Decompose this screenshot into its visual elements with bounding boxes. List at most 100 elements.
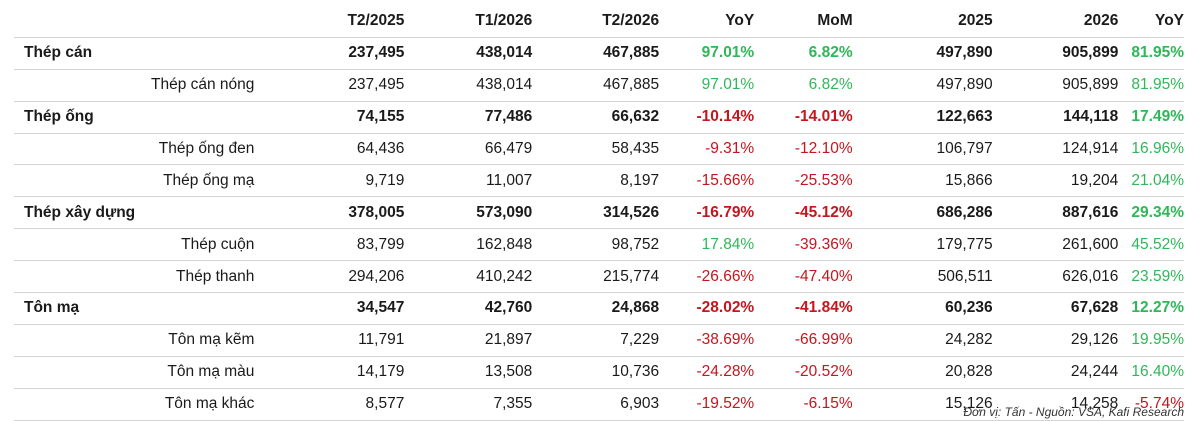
table-cell: 13,508 [404, 356, 533, 389]
row-subcategory-label: Tôn mạ màu [14, 356, 277, 389]
table-cell: 438,014 [404, 37, 533, 70]
row-subcategory-text: Thép cuộn [181, 235, 255, 253]
row-subcategory-text: Thép ống mạ [163, 171, 255, 189]
table-row: Thép ống 74,155 77,486 66,632 -10.14% -14.01%… [14, 101, 1184, 134]
table-cell: 81.95% [1118, 69, 1184, 102]
table-cell: -24.28% [659, 356, 755, 389]
table-cell: 97.01% [659, 37, 755, 70]
table-cell: 29.34% [1118, 196, 1184, 230]
table-cell: 58,435 [532, 133, 660, 166]
table-cell: 23.59% [1118, 260, 1184, 294]
table-cell: 905,899 [992, 37, 1119, 70]
table-row: Thép cán 237,495 438,014 467,885 97.01% 6.82%… [14, 37, 1184, 70]
table-cell: 905,899 [992, 69, 1119, 102]
header-cell-label [14, 6, 277, 38]
table-cell: -12.10% [754, 133, 853, 166]
table-cell: 261,600 [992, 228, 1119, 262]
table-cell: 887,616 [992, 196, 1119, 230]
table-cell: 506,511 [852, 260, 993, 294]
table-cell: 124,914 [992, 133, 1119, 166]
row-subcategory-label: Thép thanh [14, 260, 277, 294]
table-cell: 16.40% [1118, 356, 1184, 389]
header-row: T2/2025 T1/2026 T2/2026 YoY MoM 2025 202… [14, 6, 1184, 38]
table-cell: 19,204 [992, 164, 1119, 198]
table-cell: -45.12% [754, 196, 853, 230]
table-cell: -26.66% [659, 260, 755, 294]
table-cell: 378,005 [276, 196, 405, 230]
row-subcategory-label: Thép cán nóng [14, 69, 277, 102]
row-category-label: Thép cán [14, 37, 277, 70]
table-cell: 67,628 [992, 292, 1119, 325]
table-cell: -47.40% [754, 260, 853, 294]
table-cell: 9,719 [276, 164, 405, 198]
row-subcategory-label: Thép cuộn [14, 228, 277, 262]
table-cell: 66,632 [532, 101, 660, 134]
header-cell-t2-2025: T2/2025 [276, 6, 405, 38]
row-subcategory-label: Tôn mạ khác [14, 388, 277, 421]
header-cell-2025: 2025 [852, 6, 993, 38]
row-subcategory-text: Thép ống đen [158, 140, 255, 157]
table-cell: -66.99% [754, 324, 853, 357]
table-cell: 122,663 [852, 101, 993, 134]
table-cell: 45.52% [1118, 228, 1184, 262]
table-cell: 497,890 [852, 37, 993, 70]
row-subcategory-text: Thép thanh [175, 267, 255, 285]
table-cell: 29,126 [992, 324, 1119, 357]
table-cell: 6,903 [532, 388, 660, 421]
table-row: Thép xây dựng 378,005 573,090 314,526 -16.79… [14, 196, 1184, 230]
header-cell-yoy-year: YoY [1118, 6, 1184, 38]
table-cell: -10.14% [659, 101, 755, 134]
header-cell-t1-2026: T1/2026 [404, 6, 533, 38]
table-cell: 11,007 [404, 164, 533, 198]
table-cell: 8,197 [532, 164, 660, 198]
table-cell: 14,258 [992, 388, 1119, 421]
table-cell: 497,890 [852, 69, 993, 102]
table-cell: 626,016 [992, 260, 1119, 294]
table-cell: 15,866 [852, 164, 993, 198]
table-cell: 7,355 [404, 388, 533, 421]
table-cell: 16.96% [1118, 133, 1184, 166]
table-cell: 12.27% [1118, 292, 1184, 325]
table-cell: 17.49% [1118, 101, 1184, 134]
table-row: Tôn mạ màu 14,179 13,508 10,736 -24.28% -20.5… [14, 356, 1184, 389]
table-cell: 19.95% [1118, 324, 1184, 357]
table-cell: 64,436 [276, 133, 405, 166]
table-cell: 686,286 [852, 196, 993, 230]
table-row: Thép cuộn 83,799 162,848 98,752 17.84% -39.36… [14, 228, 1184, 262]
table-cell: 6.82% [754, 69, 853, 102]
table-cell: -16.79% [659, 196, 755, 230]
table-cell: -15.66% [659, 164, 755, 198]
row-subcategory-text: Tôn mạ khác [164, 395, 255, 413]
table-cell: -14.01% [754, 101, 853, 134]
table-cell: -5.74% [1118, 388, 1184, 421]
table-cell: 97.01% [659, 69, 755, 102]
table-cell: 24,868 [532, 292, 660, 325]
table-cell: 410,242 [404, 260, 533, 294]
table-cell: 8,577 [276, 388, 405, 421]
table-cell: 237,495 [276, 69, 405, 102]
table-cell: 467,885 [532, 37, 660, 70]
table-cell: 237,495 [276, 37, 405, 70]
table-cell: 83,799 [276, 228, 405, 262]
table-cell: 14,179 [276, 356, 405, 389]
table-row: Thép ống mạ 9,719 11,007 8,197 -15.66% -25.53… [14, 164, 1184, 198]
table-cell: 74,155 [276, 101, 405, 134]
row-category-label: Tôn mạ [14, 292, 277, 325]
table-cell: 314,526 [532, 196, 660, 230]
table-cell: -28.02% [659, 292, 755, 325]
table-cell: 42,760 [404, 292, 533, 325]
table-cell: 438,014 [404, 69, 533, 102]
row-category-label: Thép xây dựng [14, 196, 277, 230]
header-cell-yoy-month: YoY [659, 6, 755, 38]
source-footnote: Đơn vị: Tấn - Nguồn: VSA, Kafi Research [963, 405, 1184, 419]
header-cell-t2-2026: T2/2026 [532, 6, 660, 38]
table-cell: -25.53% [754, 164, 853, 198]
table-cell: 34,547 [276, 292, 405, 325]
table-cell: 24,282 [852, 324, 993, 357]
table-cell: 10,736 [532, 356, 660, 389]
table-cell: 66,479 [404, 133, 533, 166]
table-cell: 179,775 [852, 228, 993, 262]
table-cell: 144,118 [992, 101, 1119, 134]
table-row: Tôn mạ kẽm 11,791 21,897 7,229 -38.69% -66.99… [14, 324, 1184, 357]
